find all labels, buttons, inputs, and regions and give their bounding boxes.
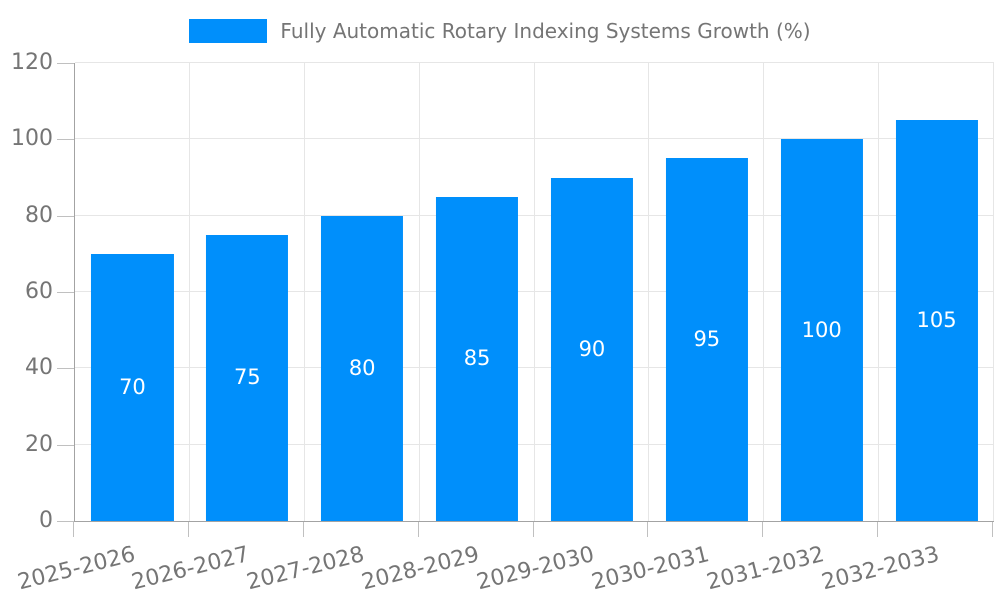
bar-value-label: 105 xyxy=(916,308,957,333)
gridline-horizontal xyxy=(75,291,994,292)
gridline-vertical xyxy=(418,63,420,521)
plot-area: 70 75 80 85 90 95 100 105 xyxy=(74,62,994,522)
x-tick-label-text: 2029-2030 xyxy=(474,542,597,596)
bar[interactable]: 70 xyxy=(91,253,174,521)
y-tick-mark xyxy=(57,521,74,522)
legend-label: Fully Automatic Rotary Indexing Systems … xyxy=(280,19,811,43)
bar-value-label: 75 xyxy=(233,365,261,390)
gridline-vertical xyxy=(878,63,880,521)
x-tick-mark xyxy=(992,522,993,537)
gridline-horizontal xyxy=(75,367,994,369)
y-tick-label: 80 xyxy=(25,202,53,228)
x-tick-label-text: 2032-2033 xyxy=(818,542,942,596)
y-tick-mark xyxy=(57,139,74,141)
x-tick-label-text: 2030-2031 xyxy=(589,542,712,596)
gridline-vertical xyxy=(188,63,190,521)
bar-value-label: 100 xyxy=(801,317,842,342)
y-tick-label: 40 xyxy=(25,355,53,381)
bar[interactable]: 90 xyxy=(550,177,633,521)
bar-value-label: 90 xyxy=(578,336,606,361)
bar[interactable]: 75 xyxy=(206,234,289,521)
x-tick-mark xyxy=(877,522,879,537)
gridline-vertical xyxy=(763,63,765,521)
gridline-horizontal xyxy=(75,443,994,445)
x-tick-mark xyxy=(532,522,534,537)
y-tick-mark xyxy=(57,292,74,293)
x-axis: 2025-2026 2026-2027 2027-2028 2028-2029 2029… xyxy=(15,522,993,600)
x-tick-label-text: 2025-2026 xyxy=(14,542,138,596)
y-tick-label: 100 xyxy=(11,126,53,152)
x-tick-mark xyxy=(762,522,764,537)
gridline-horizontal xyxy=(75,62,994,63)
y-tick-mark xyxy=(57,63,74,64)
gridline-horizontal xyxy=(75,138,994,140)
bar-value-label: 95 xyxy=(693,327,721,352)
x-tick-mark xyxy=(647,522,649,537)
y-tick-label: 20 xyxy=(25,431,53,457)
gridline-vertical xyxy=(303,63,305,521)
y-tick-label: 0 xyxy=(39,508,53,533)
legend[interactable]: Fully Automatic Rotary Indexing Systems … xyxy=(0,16,1000,46)
y-axis: 0 20 40 60 80 100 120 xyxy=(0,52,74,532)
legend-marker-icon xyxy=(189,19,268,43)
gridline-vertical xyxy=(648,63,650,521)
bar[interactable]: 100 xyxy=(780,139,863,521)
x-tick-mark xyxy=(73,522,74,537)
y-tick-mark xyxy=(57,215,74,217)
y-tick-label: 60 xyxy=(25,279,53,304)
x-tick-mark xyxy=(187,522,189,537)
x-tick-mark xyxy=(417,522,419,537)
x-tick-label-text: 2026-2027 xyxy=(129,542,253,596)
bar[interactable]: 105 xyxy=(895,120,978,521)
gridline-horizontal xyxy=(75,214,994,216)
bar[interactable]: 95 xyxy=(665,158,748,521)
x-tick-label-text: 2027-2028 xyxy=(244,542,367,596)
x-tick-label-text: 2031-2032 xyxy=(704,542,827,596)
x-tick-mark xyxy=(302,522,304,537)
y-tick-mark xyxy=(57,368,74,370)
bar[interactable]: 80 xyxy=(321,215,404,521)
gridline-vertical xyxy=(993,63,994,521)
bar[interactable]: 85 xyxy=(436,196,519,521)
bar-value-label: 85 xyxy=(463,346,491,371)
y-tick-mark xyxy=(57,444,74,446)
gridline-vertical xyxy=(533,63,535,521)
x-tick-label-text: 2028-2029 xyxy=(359,542,482,596)
bar-value-label: 80 xyxy=(348,355,376,380)
bar-value-label: 70 xyxy=(119,374,146,399)
y-tick-label: 120 xyxy=(11,50,53,75)
